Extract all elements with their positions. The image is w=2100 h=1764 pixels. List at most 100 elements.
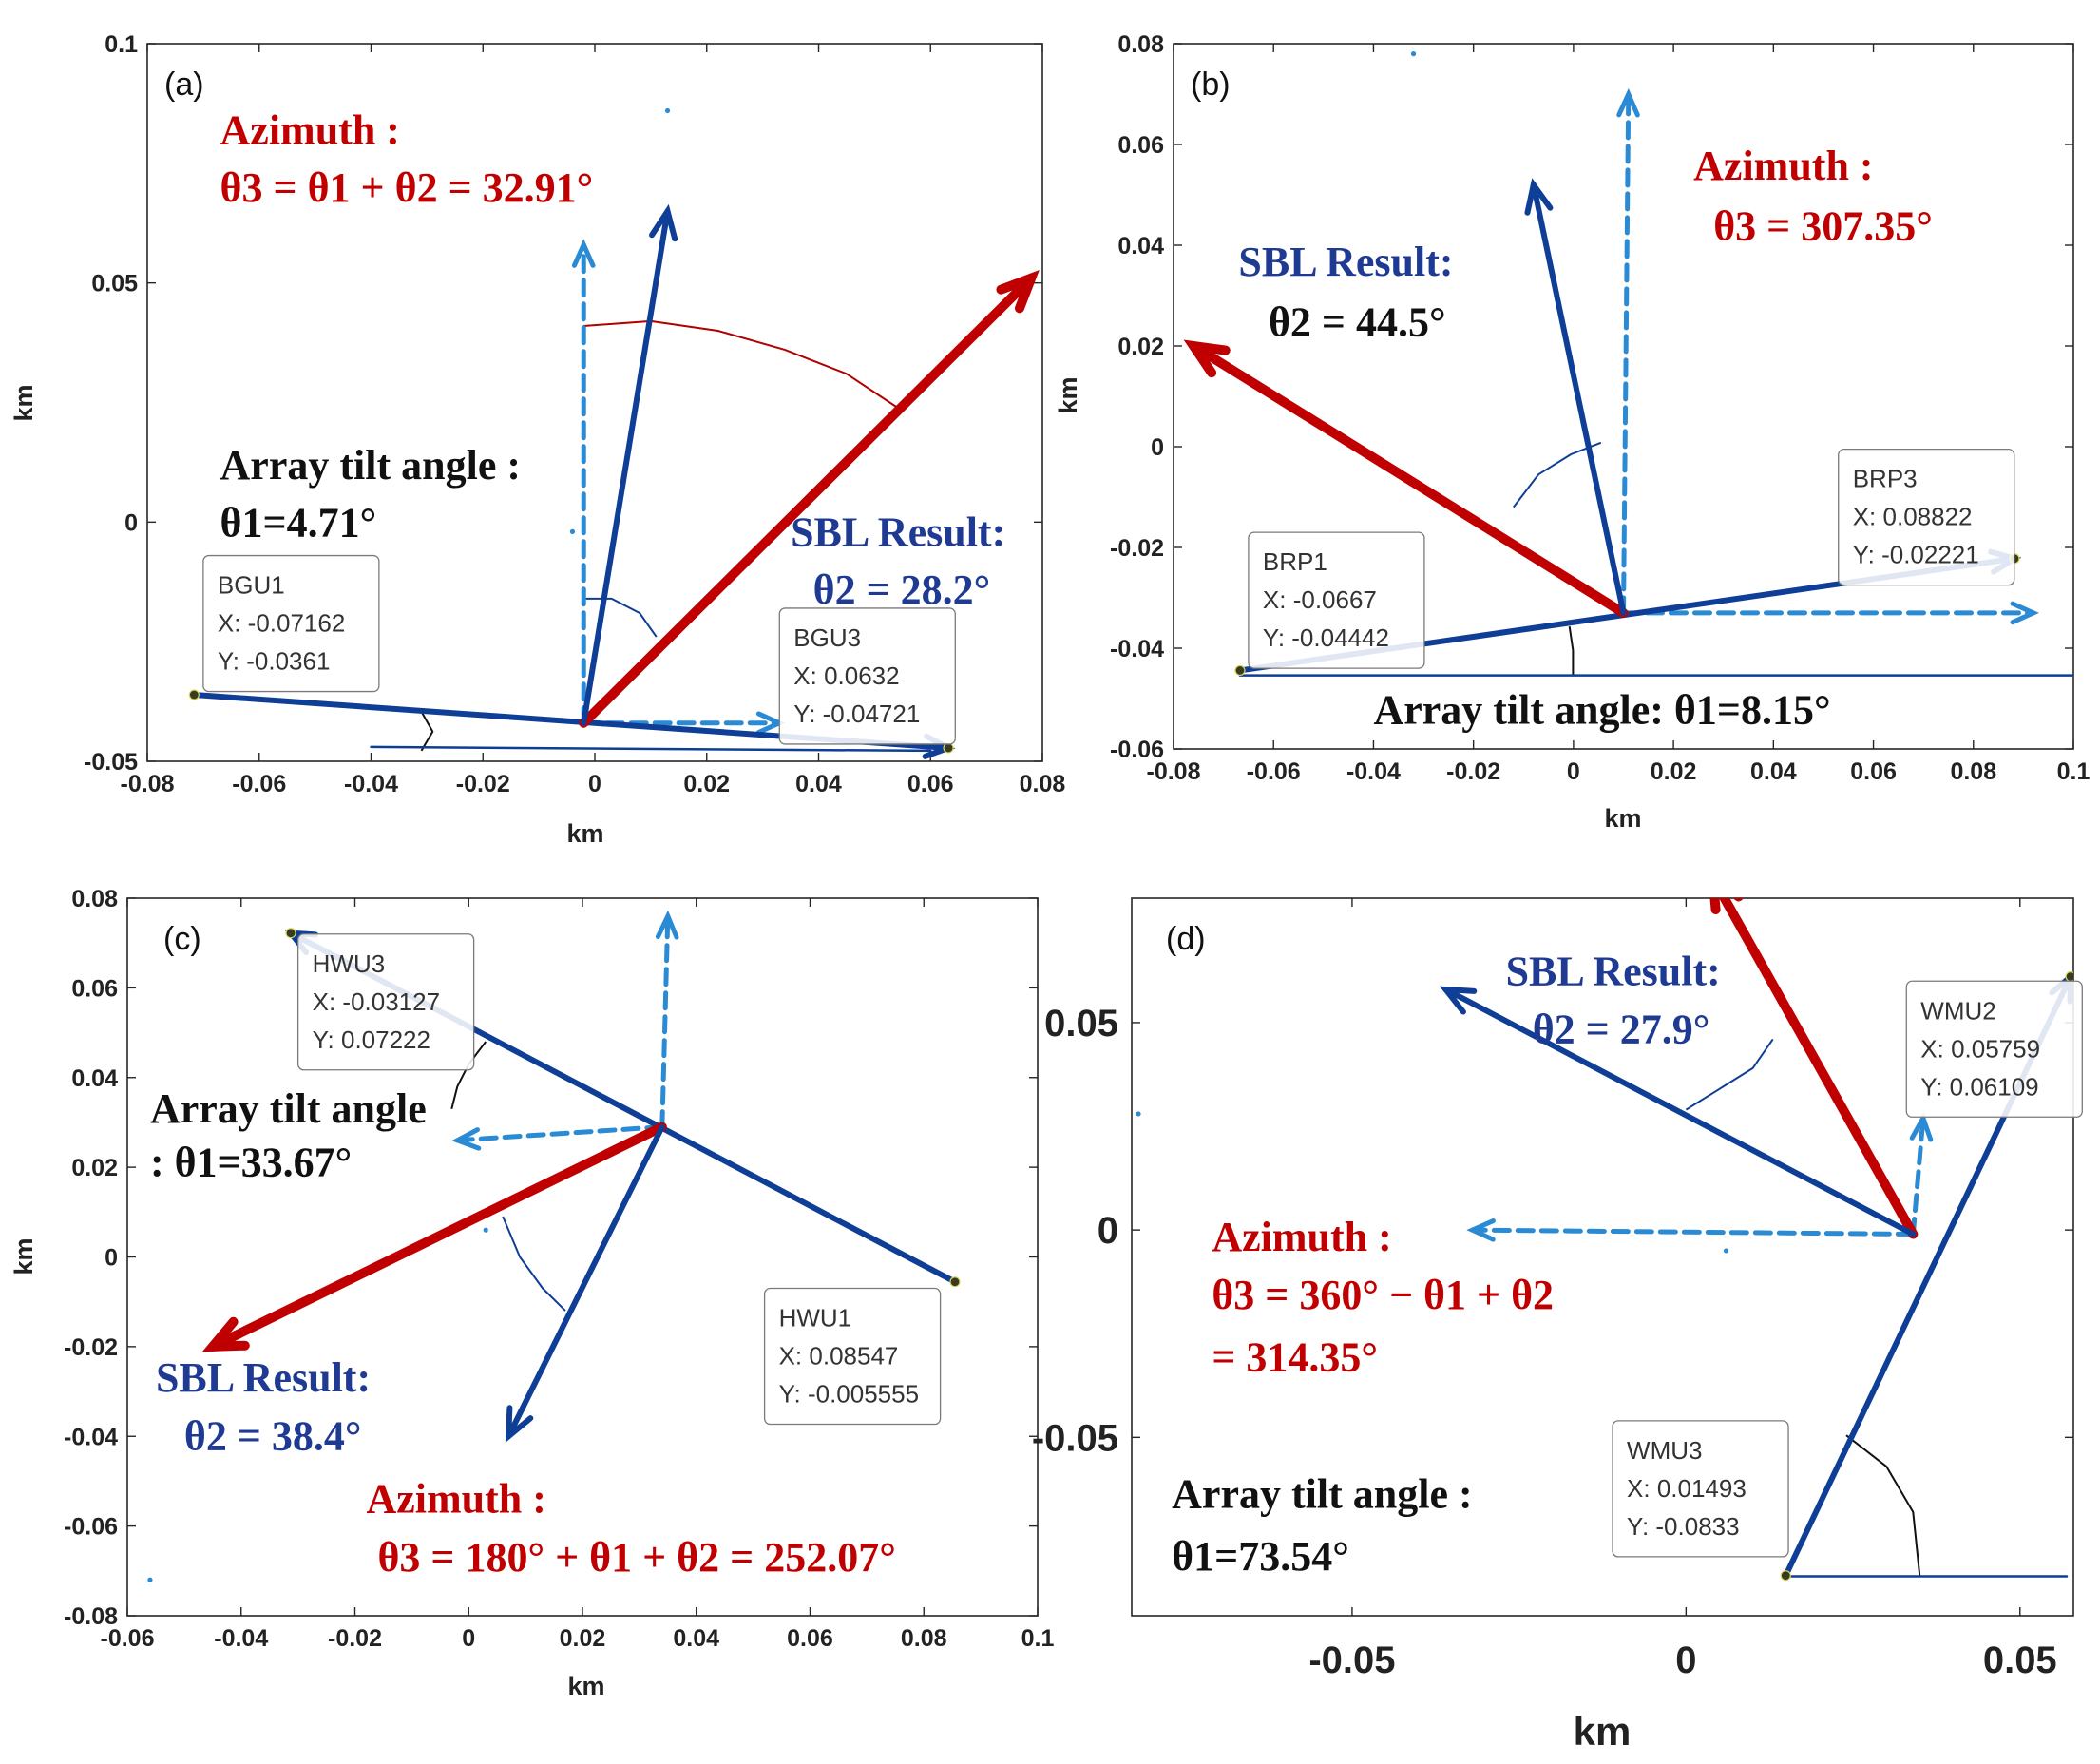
beacon-point[interactable]	[1234, 664, 1246, 677]
datatip-y: Y: -0.0833	[1627, 1512, 1740, 1541]
scatter-point	[664, 107, 671, 114]
plot-area	[1136, 898, 2073, 1582]
angle-arc	[1568, 626, 1575, 675]
datatip-name: HWU3	[313, 949, 386, 978]
angle-arc	[583, 319, 898, 409]
sbl-vector	[1530, 182, 1627, 616]
sbl-vector	[1442, 987, 1917, 1237]
annotation-sbl-title: SBL Result:	[1506, 949, 1721, 995]
x-tick-label: -0.08	[121, 771, 175, 797]
y-tick-label: 0.05	[1044, 1003, 1118, 1045]
datatip-x: X: 0.08822	[1853, 503, 1973, 531]
datatip-wmu2[interactable]: WMU2 X: 0.05759 Y: 0.06109	[1905, 980, 2083, 1118]
chart-panel-c: -0.06 -0.04 -0.02 0 0.02 0.04 0.06 0.08 0.1 -0.08…	[10, 886, 1054, 1700]
azimuth-arrowhead	[201, 1316, 250, 1352]
datatip-wmu3[interactable]: WMU3 X: 0.01493 Y: -0.0833	[1612, 1420, 1789, 1558]
panel-label: (c)	[163, 921, 201, 957]
datatip-bgu3[interactable]: BGU3 X: 0.0632 Y: -0.04721	[778, 607, 956, 745]
beacon-point[interactable]	[188, 689, 200, 700]
datatip-box	[778, 607, 956, 745]
datatip-y: Y: 0.07222	[313, 1026, 430, 1054]
angle-arc	[1685, 1038, 1774, 1111]
x-tick-label: -0.05	[1308, 1639, 1395, 1681]
azimuth-arrowhead	[1709, 898, 1744, 915]
x-tick-label: -0.02	[1446, 758, 1500, 785]
datatip-x: X: 0.08547	[779, 1342, 899, 1371]
scatter-point	[147, 1577, 153, 1582]
datatip-bgu1[interactable]: BGU1 X: -0.07162 Y: -0.0361	[202, 554, 380, 693]
datatip-name: BGU3	[793, 623, 861, 652]
y-tick-label: -0.02	[64, 1334, 118, 1361]
north-vector	[659, 913, 671, 1130]
y-axis-label: km	[10, 384, 38, 421]
annotation-sbl-title: SBL Result:	[791, 509, 1005, 556]
annotation-az-formula: θ3 = 360° − θ1 + θ2	[1212, 1272, 1554, 1318]
beacon-point[interactable]	[949, 1276, 961, 1288]
y-tick-label: 0.06	[71, 975, 118, 1002]
y-axis-label: km	[10, 1237, 38, 1275]
parallel-arrowhead	[1466, 1218, 1496, 1242]
x-tick-label: 0.06	[787, 1625, 833, 1652]
annotation-sbl-value: θ2 = 28.2°	[813, 566, 991, 613]
y-tick-label: -0.05	[1032, 1417, 1118, 1459]
datatip-brp3[interactable]: BRP3 X: 0.08822 Y: -0.02221	[1838, 448, 2015, 586]
x-tick-label: 0.08	[901, 1625, 947, 1652]
x-tick-label: 0	[588, 771, 601, 797]
beacon-point[interactable]	[1780, 1570, 1791, 1582]
annotation-sbl-title: SBL Result:	[1238, 239, 1453, 285]
datatip-box	[763, 1287, 942, 1426]
x-tick-label: 0.05	[1983, 1639, 2057, 1681]
parallel-arrowhead	[451, 1127, 482, 1151]
datatip-y: Y: -0.04721	[793, 700, 920, 728]
plot-area	[147, 910, 961, 1582]
x-tick-label: 0.08	[1020, 771, 1066, 797]
datatip-box	[1905, 980, 2083, 1118]
axes-box	[1173, 43, 2074, 750]
y-tick-label: 0.06	[1117, 132, 1164, 159]
azimuth-arrowhead	[1183, 339, 1231, 378]
angle-arc	[420, 711, 434, 752]
datatip-hwu3[interactable]: HWU3 X: -0.03127 Y: 0.07222	[296, 933, 475, 1071]
datatip-name: BRP1	[1263, 547, 1327, 576]
sbl-arrowhead	[505, 1405, 534, 1443]
datatip-box	[1838, 448, 2015, 586]
y-tick-label: -0.05	[84, 749, 138, 776]
axes-box	[126, 897, 1039, 1617]
azimuth-vector	[579, 273, 1037, 728]
x-tick-label: 0.1	[2057, 758, 2090, 785]
parallel-vector	[1469, 1227, 1916, 1237]
y-tick-label: 0	[1151, 434, 1164, 461]
base-vector	[370, 745, 932, 753]
x-tick-label: 0.04	[1750, 758, 1797, 785]
azimuth-vector	[1189, 341, 1629, 618]
annotation-tilt-value: θ1=4.71°	[220, 499, 377, 546]
x-axis-label: km	[567, 1672, 604, 1700]
datatip-hwu1[interactable]: HWU1 X: 0.08547 Y: -0.005555	[763, 1287, 942, 1426]
y-tick-label: -0.06	[1110, 737, 1164, 763]
sbl-arrowhead	[1524, 178, 1554, 216]
x-axis-label: km	[566, 819, 603, 848]
north-vector	[1621, 91, 1632, 616]
y-tick-label: 0	[1098, 1210, 1118, 1252]
sbl-arrowhead	[649, 203, 678, 242]
datatip-x: X: 0.01493	[1627, 1474, 1747, 1503]
y-tick-label: 0.02	[1117, 334, 1164, 360]
datatip-name: WMU3	[1627, 1436, 1702, 1465]
angle-arc	[585, 597, 658, 638]
datatip-brp1[interactable]: BRP1 X: -0.0667 Y: -0.04442	[1248, 531, 1425, 669]
annotation-az-value: θ3 = 307.35°	[1713, 203, 1933, 250]
datatip-box	[1248, 531, 1425, 669]
azimuth-vector	[207, 1122, 667, 1352]
angle-arc	[1513, 441, 1602, 508]
north-arrowhead	[571, 239, 596, 268]
azimuth-arrowhead	[996, 269, 1040, 314]
annotation-az-result: = 314.35°	[1212, 1334, 1378, 1381]
sbl-arrowhead	[1439, 986, 1478, 1015]
plot-area	[188, 107, 1040, 759]
angle-arc	[1845, 1434, 1921, 1577]
x-tick-label: 0.06	[907, 771, 954, 797]
annotation-tilt-value: θ1=73.54°	[1172, 1533, 1349, 1580]
x-tick-label: 0.08	[1950, 758, 1996, 785]
scatter-point	[569, 528, 576, 535]
beacon-point[interactable]	[285, 928, 296, 939]
